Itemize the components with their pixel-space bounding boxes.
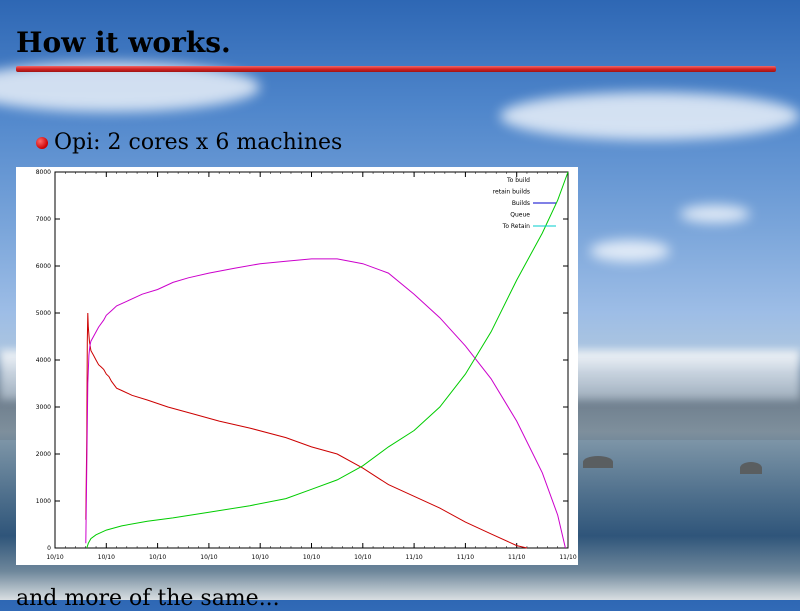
x-tick-label: 10/10: [252, 554, 269, 561]
legend-label: Queue: [510, 212, 530, 219]
footer-text: and more of the same...: [16, 586, 280, 611]
x-tick-label: 10/10: [303, 554, 320, 561]
chart-image: 0 1000 2000 3000 4000 5000 6000 7000 8000 10/10 10…: [16, 167, 578, 565]
cloud: [500, 92, 800, 140]
y-tick-label: 5000: [36, 310, 51, 317]
series-line-to-retain: [86, 171, 569, 549]
y-tick-label: 8000: [36, 169, 51, 176]
line-chart: 0 1000 2000 3000 4000 5000 6000 7000 8000 10/10 10…: [36, 169, 577, 561]
cloud: [590, 240, 670, 262]
y-tick-label: 3000: [36, 404, 51, 411]
legend-label: Builds: [512, 200, 530, 207]
legend-label: To build: [506, 177, 530, 184]
y-tick-label: 2000: [36, 451, 51, 458]
y-tick-label: 7000: [36, 216, 51, 223]
x-tick-label: 10/10: [46, 554, 63, 561]
bullet-icon: [36, 136, 48, 149]
bullet-item: Opi: 2 cores x 6 machines: [36, 130, 342, 155]
title-underline: [16, 66, 776, 72]
legend-label: retain builds: [493, 189, 530, 196]
x-tick-label: 10/10: [149, 554, 166, 561]
island: [740, 462, 762, 474]
x-tick-label: 10/10: [200, 554, 217, 561]
x-tick-label: 11/10: [508, 554, 525, 561]
x-tick-label: 10/10: [354, 554, 371, 561]
x-tick-label: 11/10: [457, 554, 474, 561]
y-tick-label: 1000: [36, 498, 51, 505]
y-tick-label: 4000: [36, 357, 51, 364]
y-tick-label: 6000: [36, 263, 51, 270]
slide-title: How it works.: [16, 26, 231, 59]
y-tick-label: 0: [47, 545, 51, 552]
x-tick-label: 10/10: [98, 554, 115, 561]
series-line-to-build: [85, 312, 528, 549]
series-line-queue: [85, 258, 566, 549]
plot-frame: [54, 171, 569, 549]
x-tick-label: 11/10: [405, 554, 422, 561]
bullet-text: Opi: 2 cores x 6 machines: [54, 130, 343, 155]
legend-label: To Retain: [502, 223, 531, 230]
cloud: [680, 205, 750, 223]
x-tick-label: 11/10: [559, 554, 576, 561]
island: [583, 456, 613, 468]
